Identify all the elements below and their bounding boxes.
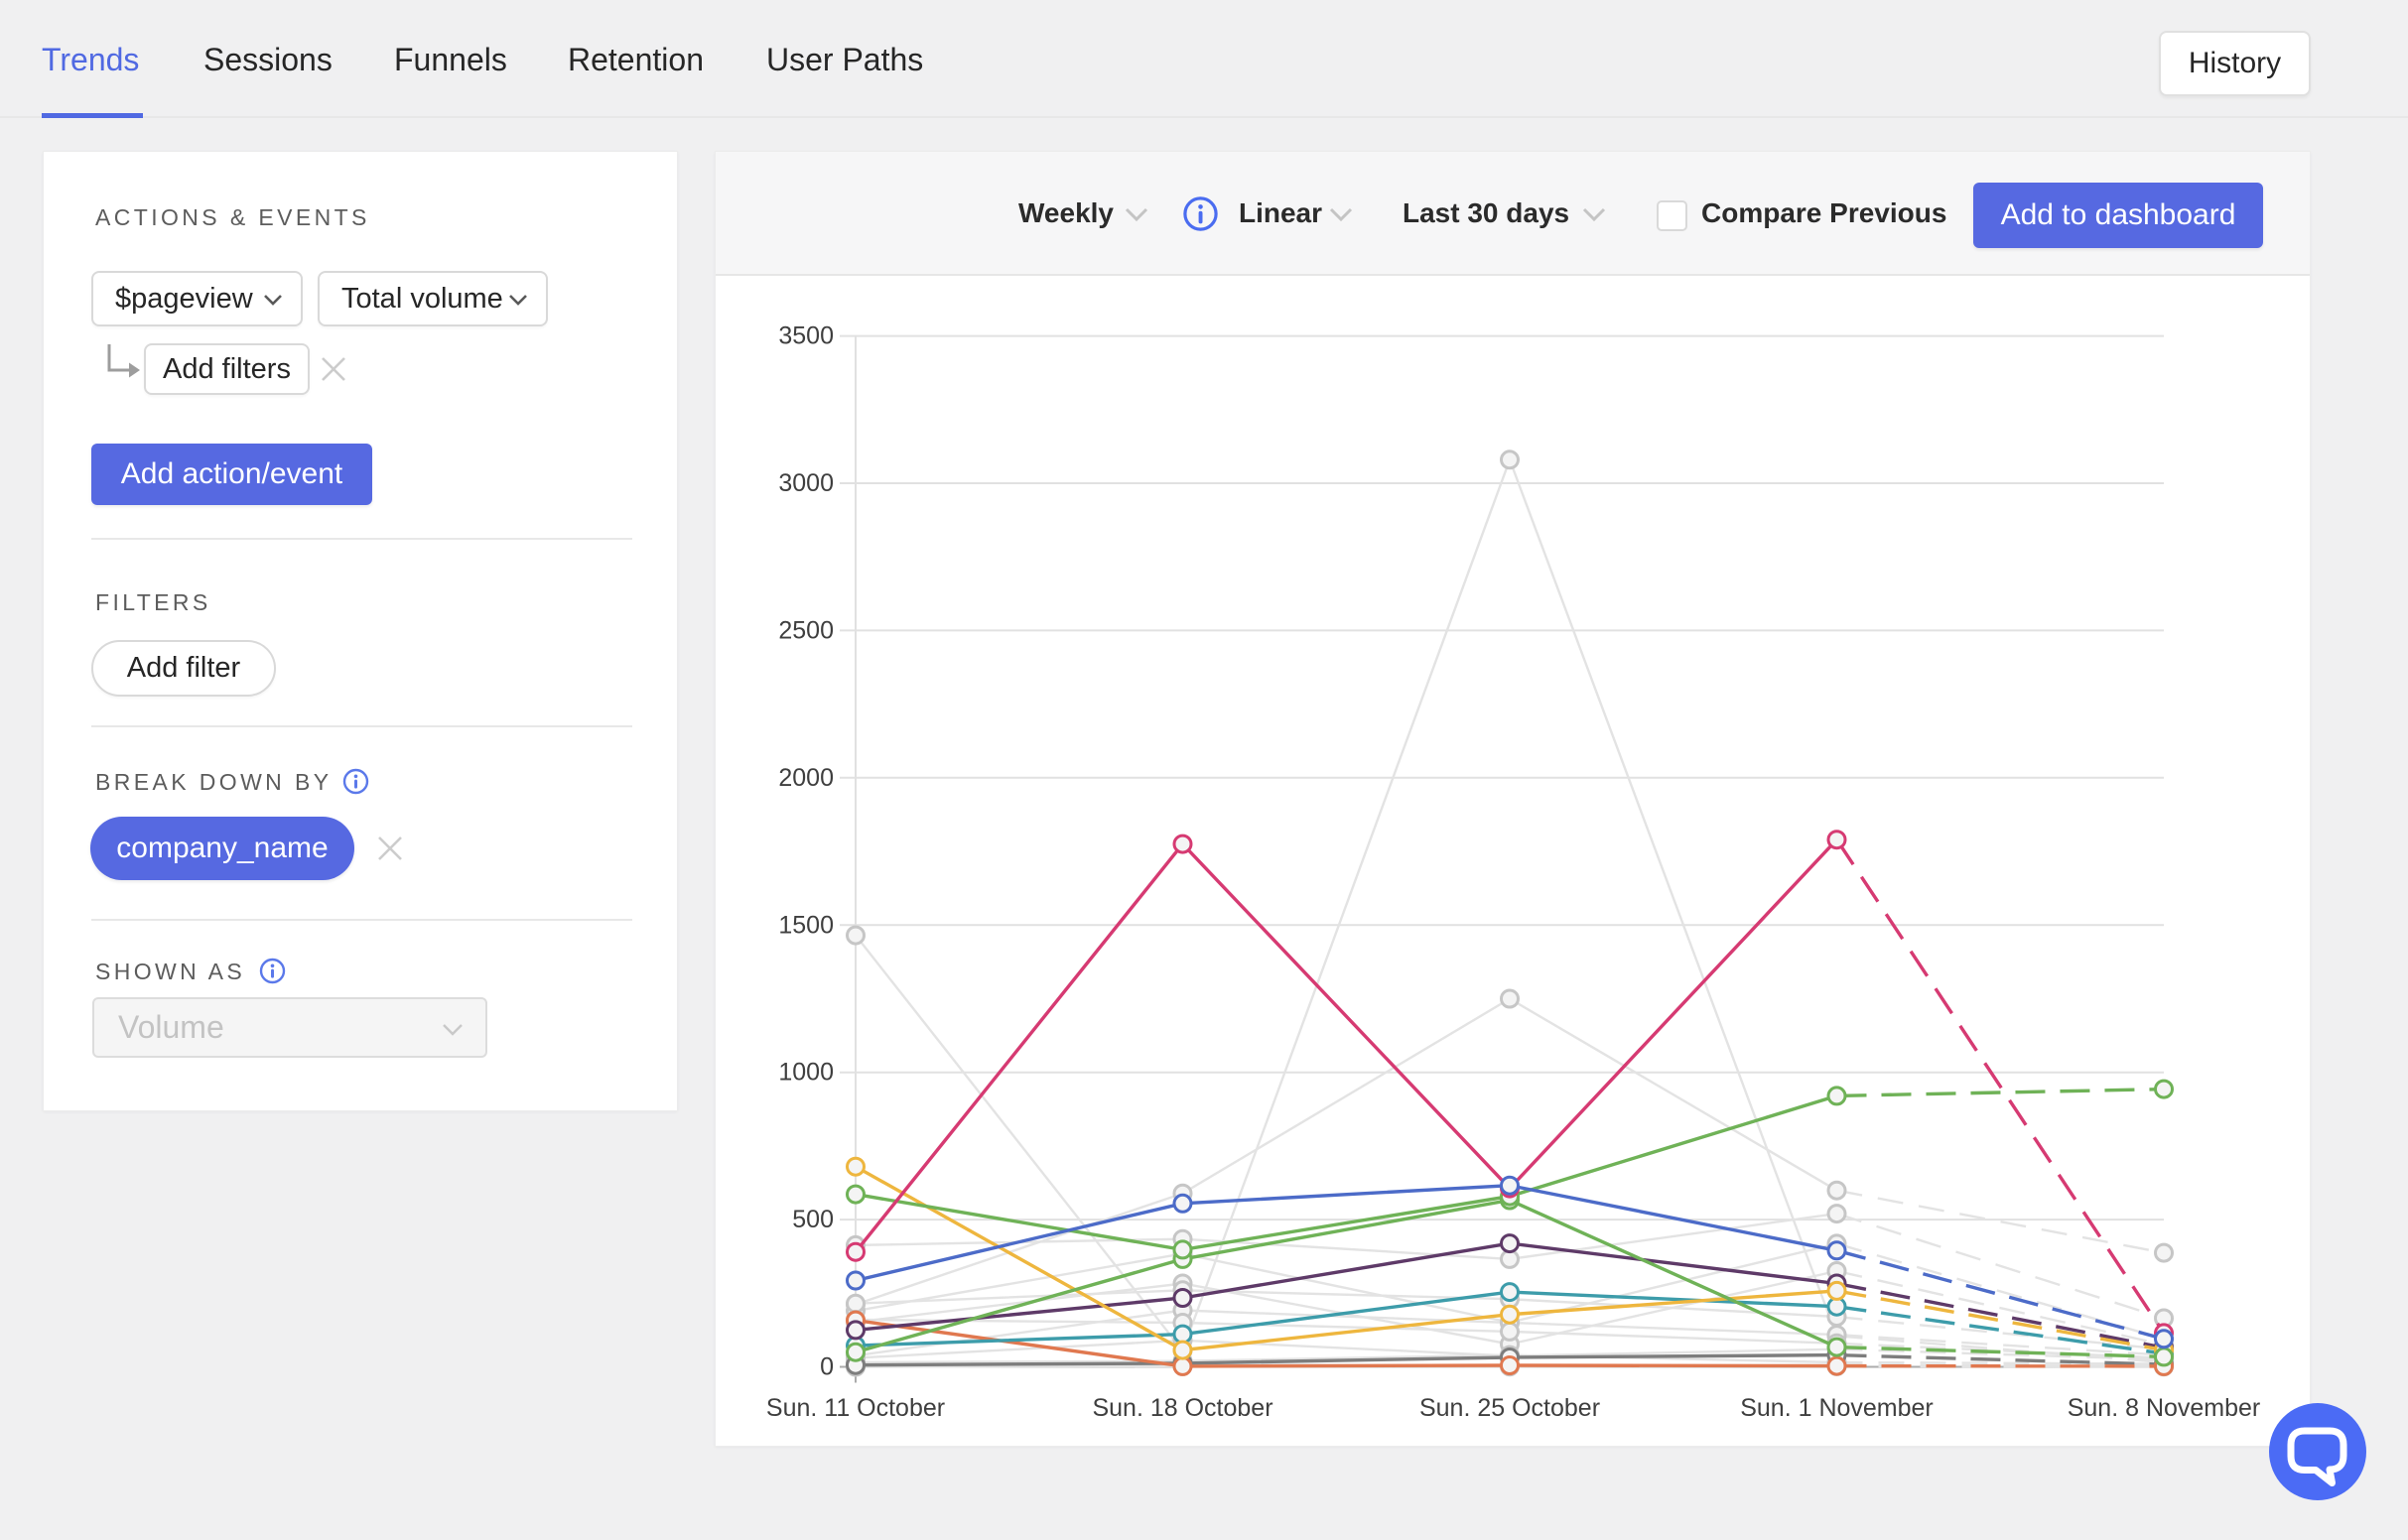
svg-text:Sun. 1 November: Sun. 1 November: [1740, 1394, 1934, 1422]
svg-text:Sun. 11 October: Sun. 11 October: [766, 1394, 945, 1422]
svg-text:3000: 3000: [778, 469, 834, 497]
svg-text:500: 500: [792, 1206, 834, 1233]
svg-text:2500: 2500: [778, 616, 834, 644]
svg-text:3500: 3500: [778, 322, 834, 350]
svg-text:1000: 1000: [778, 1059, 834, 1087]
svg-text:Sun. 8 November: Sun. 8 November: [2068, 1394, 2261, 1422]
svg-text:2000: 2000: [778, 764, 834, 792]
svg-text:Sun. 18 October: Sun. 18 October: [1092, 1394, 1272, 1422]
svg-text:Sun. 25 October: Sun. 25 October: [1419, 1394, 1600, 1422]
svg-text:1500: 1500: [778, 911, 834, 939]
svg-text:0: 0: [820, 1353, 834, 1381]
